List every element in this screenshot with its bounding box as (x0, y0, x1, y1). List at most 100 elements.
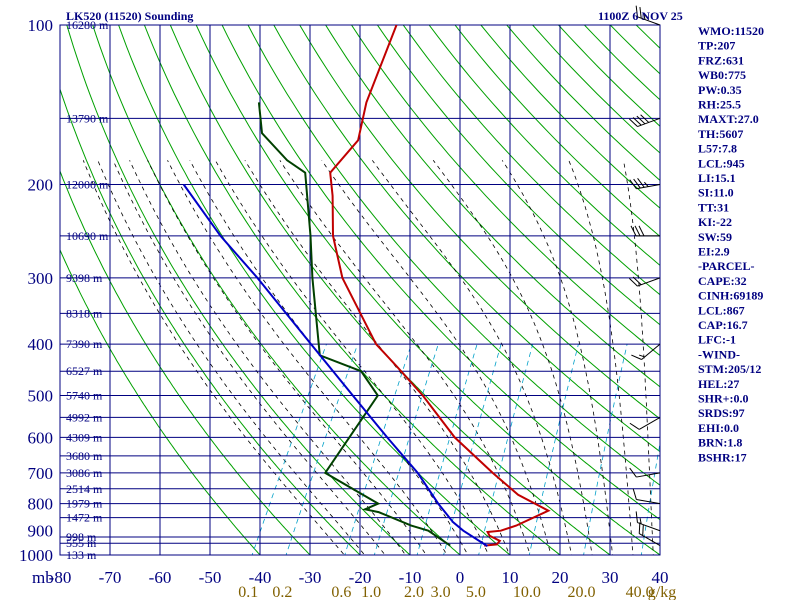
moist-adiabat (112, 160, 386, 555)
wind-barb (628, 276, 661, 287)
temperature-tick-label: -10 (399, 568, 422, 587)
index-line: LCL:945 (698, 156, 745, 170)
index-line: HEL:27 (698, 377, 739, 391)
wind-barb-flag (628, 118, 638, 127)
pressure-tick-label: 600 (28, 428, 54, 447)
height-label: 9398 m (66, 271, 103, 285)
wind-barb-flag (632, 276, 642, 286)
index-line: KI:-22 (698, 215, 732, 229)
plot-frame (59, 24, 661, 556)
dry-adiabat (583, 25, 660, 101)
pressure-tick-label: 300 (28, 269, 54, 288)
wind-barb (628, 114, 661, 128)
moist-adiabat (244, 160, 510, 555)
height-label: 12000 m (66, 178, 109, 192)
index-line: LCL:867 (698, 303, 745, 317)
temperature-tick-label: -20 (349, 568, 372, 587)
temperature-tick-label: -30 (299, 568, 322, 587)
wind-barb (629, 178, 661, 190)
wind-barb-staff (637, 277, 661, 287)
dry-adiabat (60, 248, 261, 555)
moist-adiabat (167, 160, 448, 555)
wind-barb-flag (632, 117, 642, 126)
wind-barb-half (639, 354, 645, 358)
mixing-ratio-line (478, 343, 534, 555)
temperature-tick-label: -60 (149, 568, 172, 587)
height-label: 16280 m (66, 18, 109, 32)
wind-barb-flag (637, 178, 645, 188)
dry-adiabat (402, 25, 660, 296)
wind-barb-staff (636, 498, 661, 505)
index-line: TP:207 (698, 39, 735, 53)
pressure-tick-label: 400 (28, 335, 54, 354)
wind-barb (629, 416, 661, 430)
wind-barb-flag (632, 488, 637, 500)
wind-barb (635, 5, 661, 26)
pressure-tick-label: 1000 (19, 546, 53, 565)
temperature-tick-label: -70 (99, 568, 122, 587)
moist-adiabat (371, 160, 573, 555)
dry-adiabat (143, 25, 561, 555)
moist-adiabat (214, 160, 490, 555)
dry-adiabat (169, 25, 611, 555)
index-line: -WIND- (698, 347, 740, 361)
wind-barbs (628, 5, 661, 547)
moist-adiabats (82, 160, 654, 555)
index-line: TH:5607 (698, 127, 743, 141)
wind-barb-flag (629, 467, 637, 478)
pressure-tick-label: 100 (28, 16, 54, 35)
mixing-ratio-label: 0.1 (238, 584, 258, 600)
pressure-tick-label: 800 (28, 495, 54, 514)
mixing-ratio-label: 0.2 (272, 584, 292, 600)
mixing-ratio-label: 10.0 (513, 584, 541, 600)
mixing-ratio-line (251, 343, 327, 555)
height-label: 7390 m (66, 337, 103, 351)
mixing-ratio-label: 0.6 (331, 584, 351, 600)
moist-adiabat (623, 160, 654, 555)
wind-barb-flag (630, 225, 637, 237)
wind-barb-flag (634, 225, 641, 237)
temperature-tick-label: -50 (199, 568, 222, 587)
y-axis-title: mb (32, 568, 54, 587)
dewpoint-profile (257, 102, 451, 547)
moist-adiabat (129, 160, 407, 555)
temperature-tick-label: 30 (602, 568, 619, 587)
index-line: CINH:69189 (698, 289, 763, 303)
dry-adiabat (195, 25, 660, 555)
height-label: 10690 m (66, 229, 109, 243)
wind-barb-staff (637, 522, 661, 532)
height-label: 1979 m (66, 497, 103, 511)
index-line: TT:31 (698, 200, 729, 214)
index-line: FRZ:631 (698, 53, 744, 67)
height-label: 133 m (66, 548, 97, 562)
wind-barb-flag (635, 5, 638, 17)
wind-barb-half (643, 13, 646, 20)
height-label: 3680 m (66, 449, 103, 463)
wind-barb-staff (636, 472, 661, 478)
sounding-series (182, 25, 551, 547)
wind-barb-flag (636, 115, 646, 125)
wind-barb (631, 343, 661, 360)
dry-adiabat (350, 25, 660, 357)
wind-barb-flag (631, 354, 642, 360)
height-label: 4309 m (66, 430, 103, 444)
moist-adiabat (321, 160, 552, 555)
wind-barb-flag (633, 178, 641, 189)
dry-adiabat (247, 25, 660, 486)
moist-adiabat (501, 160, 614, 555)
pressure-tick-label: 500 (28, 386, 54, 405)
height-label: 4992 m (66, 410, 103, 424)
wind-barb-flag (628, 278, 638, 287)
height-label: 2514 m (66, 482, 103, 496)
pressure-tick-label: 200 (28, 176, 54, 195)
wind-barb (630, 225, 660, 237)
mixing-ratio-label: 5.0 (466, 584, 486, 600)
temperature-tick-label: 0 (456, 568, 465, 587)
index-line: SHR+:0.0 (698, 392, 749, 406)
dry-adiabat (428, 25, 660, 266)
temperature-tick-label: -80 (49, 568, 72, 587)
wind-barb-half (639, 518, 642, 525)
mixing-ratio-line (528, 344, 579, 555)
wind-barb-flag (638, 522, 641, 534)
